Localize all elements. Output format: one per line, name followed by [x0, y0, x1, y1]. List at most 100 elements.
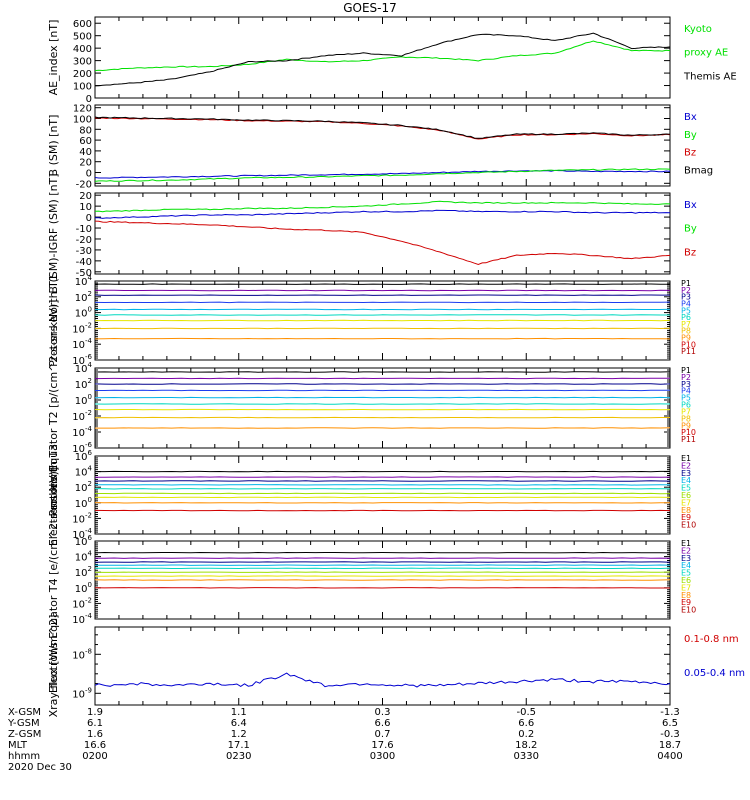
legend-p10: P10 [681, 428, 696, 437]
legend-e6: E6 [681, 491, 691, 500]
legend-by: By [684, 130, 697, 141]
legend-kyoto: Kyoto [684, 24, 712, 35]
series-group [95, 551, 670, 589]
y-tick-label: 102 [75, 290, 92, 304]
channel-E2 [95, 476, 670, 478]
series-group [95, 200, 670, 266]
legend-e5: E5 [681, 484, 691, 493]
y-tick-label: 100 [75, 496, 92, 510]
y-tick-label: 104 [75, 465, 93, 479]
legend-e7: E7 [681, 498, 691, 507]
y-tick-label: 102 [75, 377, 92, 391]
legend-e4: E4 [681, 476, 691, 485]
y-tick-label: 100 [75, 393, 92, 407]
y-axis-label: Electrons Equator T4 [e/(cm^2-s-sr-keV)] [47, 467, 60, 693]
x-row-value: -0.5 [516, 707, 536, 718]
x-row-label: X-GSM [8, 707, 41, 718]
legend-e3: E3 [681, 469, 691, 478]
y-tick-label: -40 [76, 257, 92, 268]
channel-E4 [95, 484, 670, 486]
x-row-value: 18.2 [515, 740, 537, 751]
legend-p7: P7 [681, 407, 691, 416]
channel-E5 [95, 487, 670, 490]
y-tick-label: 10-4 [72, 527, 92, 541]
x-row-value: 6.6 [375, 718, 391, 729]
y-tick-label: -10 [76, 224, 92, 235]
legend-p3: P3 [681, 380, 691, 389]
legend-proxy-ae: proxy AE [684, 48, 728, 59]
x-row-value: 0200 [82, 751, 107, 762]
legend-e10: E10 [681, 606, 696, 615]
y-tick-label: 10-2 [72, 409, 92, 423]
x-row-value: 1.9 [87, 707, 103, 718]
series-group [95, 672, 670, 688]
legend-e1: E1 [681, 539, 691, 548]
x-row-value: 0.7 [375, 729, 391, 740]
y-tick-label: 0 [86, 94, 92, 105]
x-row-label: Z-GSM [8, 729, 41, 740]
series-group [95, 283, 670, 340]
legend-e4: E4 [681, 561, 691, 570]
legend-p1: P1 [681, 366, 691, 375]
y-tick-label: 100 [75, 581, 92, 595]
y-tick-label: 100 [73, 115, 92, 126]
panel-frame [94, 626, 671, 706]
legend-p11: P11 [681, 347, 696, 356]
x-row-value: 17.1 [228, 740, 250, 751]
date-label: 2020 Dec 30 [8, 762, 72, 773]
x-row-value: 0300 [370, 751, 395, 762]
x-row-value: 0230 [226, 751, 251, 762]
legend-p5: P5 [681, 394, 691, 403]
channel-P4 [95, 301, 670, 304]
x-row-value: 6.5 [662, 718, 678, 729]
y-tick-label: 60 [79, 136, 92, 147]
legend-bx: Bx [684, 112, 697, 123]
y-tick-label: 106 [75, 534, 93, 548]
y-tick-label: 300 [73, 57, 92, 68]
y-tick-label: 10-9 [72, 686, 92, 700]
channel-E4 [95, 564, 670, 566]
y-axis-label: Xray flux [W/m^2] [47, 615, 60, 718]
x-row-value: 0330 [514, 751, 539, 762]
y-tick-label: 0 [86, 213, 92, 224]
series-bmag [95, 116, 670, 139]
y-tick-label: 10-6 [72, 441, 92, 455]
x-row-label: hhmm [8, 751, 40, 762]
legend-p8: P8 [681, 327, 691, 336]
legend-e3: E3 [681, 554, 691, 563]
y-tick-label: -20 [76, 235, 92, 246]
x-row-value: 1.2 [231, 729, 247, 740]
y-axis-label: Protons Equator T2 [p/(cm^2-s-sr-keV)] [47, 300, 60, 517]
y-tick-label: 120 [73, 104, 92, 115]
x-axis-block: X-GSM 1.9 1.1 0.3 -0.5 -1.3 Y-GSM 6.1 6.4 6.6 6.6 6… [7, 707, 683, 773]
legend-p2: P2 [681, 373, 691, 382]
channel-E7 [95, 496, 670, 499]
channel-P1 [95, 283, 670, 285]
legend-p11: P11 [681, 435, 696, 444]
x-row-value: 6.6 [518, 718, 534, 729]
legend-bmag: Bmag [684, 165, 713, 176]
y-tick-label: 200 [73, 69, 92, 80]
series-group [95, 116, 670, 182]
x-row-value: 0400 [657, 751, 682, 762]
legend-e10: E10 [681, 521, 696, 530]
y-tick-label: 500 [73, 32, 92, 43]
y-tick-label: 10-6 [72, 353, 92, 367]
legend-p1: P1 [681, 279, 691, 288]
y-tick-label: -30 [76, 246, 92, 257]
y-tick-label: 10-2 [72, 511, 92, 525]
series-themis-ae [95, 32, 670, 87]
x-row-value: 6.1 [87, 718, 103, 729]
y-axis-label: AE_index [nT] [47, 20, 60, 96]
x-row-value: 16.6 [84, 740, 106, 751]
x-row-value: -0.3 [660, 729, 680, 740]
series-bz [95, 117, 670, 140]
legend-p4: P4 [681, 387, 691, 396]
chart-title: GOES-17 [343, 1, 397, 15]
series-bx [95, 169, 670, 179]
series-by [95, 200, 670, 213]
